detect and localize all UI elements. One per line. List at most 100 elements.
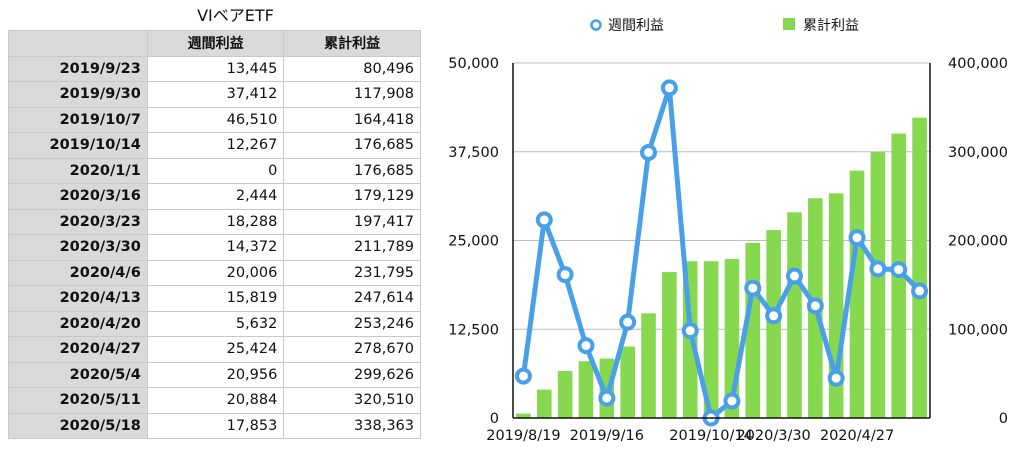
cumulative-bar xyxy=(662,272,677,418)
row-weekly-profit: 13,445 xyxy=(146,55,285,82)
table-row: 2020/1/1 0 176,685 xyxy=(8,157,421,184)
right-axis-tick-label: 200,000 xyxy=(948,234,1008,250)
cumulative-bar xyxy=(620,346,635,418)
row-date: 2020/5/4 xyxy=(8,361,148,388)
weekly-point xyxy=(785,267,803,285)
row-weekly-profit: 0 xyxy=(146,157,285,184)
weekly-point xyxy=(598,389,616,407)
row-date: 2020/4/20 xyxy=(8,310,148,337)
table-row: 2020/3/30 14,372 211,789 xyxy=(8,234,421,261)
cumulative-bar xyxy=(578,361,594,418)
chart-axes: 0 12,500 25,000 37,500 50,000 0 100,000 200,000… xyxy=(448,56,1008,444)
row-cumulative-profit: 197,417 xyxy=(283,208,421,235)
table-row: 2020/4/27 25,424 278,670 xyxy=(8,336,421,363)
cumulative-bar xyxy=(516,413,531,418)
table-row: 2020/5/4 20,956 299,626 xyxy=(8,361,421,388)
row-weekly-profit: 12,267 xyxy=(146,132,285,159)
table-header-row: 週間利益 累計利益 xyxy=(8,30,421,57)
right-axis-tick-label: 400,000 xyxy=(948,56,1008,72)
weekly-point xyxy=(869,260,887,278)
cumulative-bar xyxy=(849,170,865,418)
weekly-point xyxy=(890,261,908,279)
cumulative-bar xyxy=(703,261,719,418)
weekly-point xyxy=(640,143,658,161)
profit-table: 週間利益 累計利益 2019/9/23 13,445 80,496 2019/9/30… xyxy=(8,30,421,439)
table-title: VIベアETF xyxy=(197,6,274,25)
weekly-point xyxy=(619,313,637,331)
weekly-point xyxy=(681,322,699,340)
chart-legend: 週間利益 累計利益 xyxy=(590,18,859,34)
row-weekly-profit: 20,884 xyxy=(146,387,285,414)
row-cumulative-profit: 117,908 xyxy=(283,81,421,108)
legend-weekly-label: 週間利益 xyxy=(608,18,664,34)
row-weekly-profit: 25,424 xyxy=(146,336,285,363)
row-date: 2020/1/1 xyxy=(8,157,148,184)
chart-grid xyxy=(513,62,930,330)
x-axis-tick-label: 2019/10/14 xyxy=(669,428,753,444)
row-cumulative-profit: 80,496 xyxy=(283,55,421,82)
weekly-point xyxy=(723,392,741,410)
left-axis-tick-label: 50,000 xyxy=(448,56,499,72)
row-date: 2019/9/30 xyxy=(8,81,148,108)
x-axis-tick-label: 2020/4/27 xyxy=(820,428,894,444)
weekly-series-line xyxy=(520,85,922,421)
row-cumulative-profit: 164,418 xyxy=(283,106,421,133)
cumulative-bar xyxy=(870,152,886,419)
header-cumulative-profit: 累計利益 xyxy=(283,30,421,57)
right-axis-tick-label: 300,000 xyxy=(948,145,1008,161)
row-cumulative-profit: 211,789 xyxy=(283,234,421,261)
left-axis-tick-label: 12,500 xyxy=(448,322,499,338)
table-row: 2019/10/14 12,267 176,685 xyxy=(8,132,421,159)
table-row: 2020/4/6 20,006 231,795 xyxy=(8,259,421,286)
cumulative-bars xyxy=(516,117,927,419)
row-weekly-profit: 37,412 xyxy=(146,81,285,108)
row-date: 2020/4/6 xyxy=(8,259,148,286)
profit-chart: 週間利益 累計利益 0 12,500 25,000 37,500 50,000 0 100,… xyxy=(448,18,1008,444)
row-cumulative-profit: 299,626 xyxy=(283,361,421,388)
row-cumulative-profit: 278,670 xyxy=(283,336,421,363)
row-date: 2020/5/18 xyxy=(8,412,148,439)
legend-cumulative-label: 累計利益 xyxy=(803,18,859,34)
x-axis-tick-label: 2019/8/19 xyxy=(486,428,560,444)
legend-weekly-marker xyxy=(590,19,602,31)
x-axis-tick-label: 2020/3/30 xyxy=(736,428,810,444)
weekly-point xyxy=(806,297,824,315)
left-axis-tick-label: 25,000 xyxy=(448,234,499,250)
row-date: 2020/3/16 xyxy=(8,183,148,210)
weekly-point xyxy=(556,266,574,284)
table-body: 2019/9/23 13,445 80,496 2019/9/30 37,412 117,… xyxy=(8,55,421,439)
right-axis-tick-label: 100,000 xyxy=(948,322,1008,338)
row-date: 2020/5/11 xyxy=(8,387,148,414)
row-cumulative-profit: 247,614 xyxy=(283,285,421,312)
row-date: 2019/9/23 xyxy=(8,55,148,82)
table-row: 2020/5/18 17,853 338,363 xyxy=(8,412,421,439)
row-cumulative-profit: 320,510 xyxy=(283,387,421,414)
header-date xyxy=(8,30,148,57)
weekly-point xyxy=(535,211,553,229)
weekly-line xyxy=(514,79,929,427)
header-weekly-profit: 週間利益 xyxy=(146,30,285,57)
weekly-point xyxy=(848,229,866,247)
right-axis-tick-label: 0 xyxy=(999,411,1008,427)
cumulative-bar xyxy=(745,242,761,418)
row-weekly-profit: 5,632 xyxy=(146,310,285,337)
row-date: 2020/4/27 xyxy=(8,336,148,363)
row-cumulative-profit: 179,129 xyxy=(283,183,421,210)
table-row: 2019/9/23 13,445 80,496 xyxy=(8,55,421,82)
row-weekly-profit: 18,288 xyxy=(146,208,285,235)
profit-table-panel: VIベアETF 週間利益 累計利益 2019/9/23 13,445 80,496 2… xyxy=(8,2,423,439)
x-axis-tick-label: 2019/9/16 xyxy=(570,428,644,444)
row-weekly-profit: 17,853 xyxy=(146,412,285,439)
row-cumulative-profit: 253,246 xyxy=(283,310,421,337)
row-cumulative-profit: 231,795 xyxy=(283,259,421,286)
cumulative-bar xyxy=(641,313,656,418)
weekly-point xyxy=(827,369,845,387)
table-row: 2019/9/30 37,412 117,908 xyxy=(8,81,421,108)
cumulative-bar xyxy=(912,117,927,419)
table-row: 2020/4/13 15,819 247,614 xyxy=(8,285,421,312)
weekly-point xyxy=(744,279,762,297)
left-axis-tick-label: 0 xyxy=(490,411,499,427)
cumulative-bar xyxy=(557,370,573,418)
table-row: 2020/3/16 2,444 179,129 xyxy=(8,183,421,210)
weekly-point xyxy=(660,79,678,97)
